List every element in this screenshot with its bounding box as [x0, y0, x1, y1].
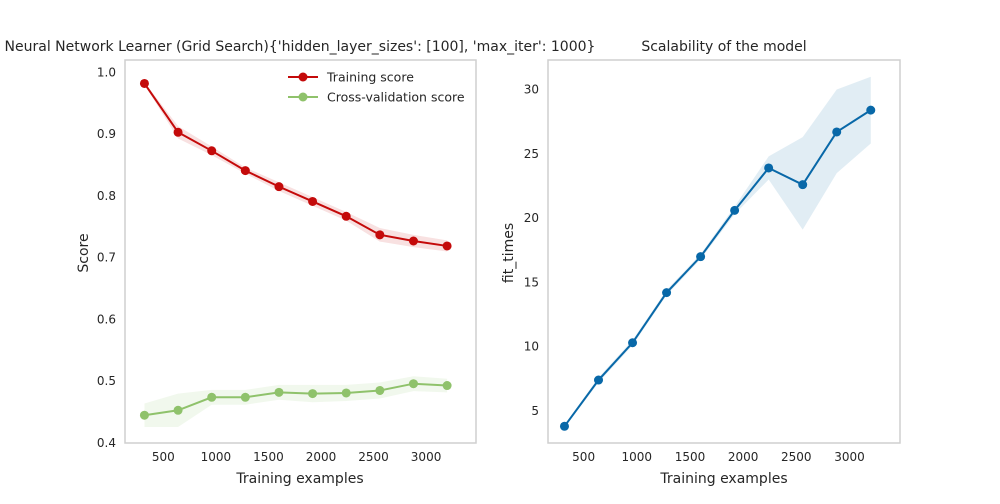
scalability-y-axis-label: fit_times: [501, 223, 517, 283]
learning-curve-points: [139, 78, 452, 420]
panel0-series1-point-5: [308, 389, 318, 399]
panel1-x-tick-label: 1500: [675, 450, 706, 464]
panel1-series0-point-2: [628, 338, 638, 348]
panel1-y-tick-label: 20: [524, 211, 539, 225]
learning-curve-x-axis-label: Training examples: [235, 471, 363, 487]
panel0-series0-point-0: [139, 78, 149, 88]
panel0-y-tick-label: 0.7: [97, 251, 116, 265]
panel0-series0-point-2: [207, 146, 217, 156]
learning-curve-lines: [143, 82, 448, 417]
legend-cv-marker: [298, 92, 308, 102]
learning-curve-y-ticks: 0.4 0.5 0.6 0.7 0.8 0.9 1.0: [97, 65, 116, 450]
panel0-x-tick-label: 3000: [411, 450, 442, 464]
learning-curve-bands: [144, 82, 448, 427]
panel1-y-tick-label: 10: [524, 340, 539, 354]
learning-curve-legend: Training score Cross-validation score: [288, 70, 465, 105]
panel0-x-tick-label: 500: [152, 450, 175, 464]
panel1-x-tick-label: 3000: [834, 450, 865, 464]
panel1-series0-band: [564, 76, 871, 428]
scalability-points: [559, 105, 876, 431]
panel0-series1-point-6: [341, 388, 351, 398]
panel0-y-tick-label: 0.9: [97, 127, 116, 141]
panel0-series1-point-1: [173, 405, 183, 415]
panel0-series0-point-7: [375, 230, 385, 240]
panel0-y-tick-label: 1.0: [97, 65, 116, 79]
panel1-series0-point-3: [662, 288, 672, 298]
panel0-series1-point-4: [274, 387, 284, 397]
panel0-series1-point-2: [207, 392, 217, 402]
scalability-x-ticks: 500 1000 1500 2000 2500 3000: [572, 450, 865, 464]
panel0-series1-point-9: [442, 381, 452, 391]
learning-curve-title: Neural Network Learner (Grid Search){'hi…: [5, 39, 596, 55]
panel1-series0-point-1: [594, 375, 604, 385]
panel0-y-tick-label: 0.5: [97, 374, 116, 388]
panel1-y-tick-label: 5: [531, 404, 539, 418]
panel0-series0-point-8: [408, 236, 418, 246]
panel0-series1-point-0: [139, 410, 149, 420]
panel1-x-tick-label: 500: [572, 450, 595, 464]
panel0-series0-point-6: [341, 211, 351, 221]
panel1-x-tick-label: 2000: [728, 450, 759, 464]
panel1-y-tick-label: 30: [524, 83, 539, 97]
panel0-y-tick-label: 0.8: [97, 189, 116, 203]
panel0-x-tick-label: 2000: [306, 450, 337, 464]
scalability-plot-area: [547, 59, 901, 444]
panel0-series0-point-4: [274, 182, 284, 192]
panel1-x-tick-label: 2500: [781, 450, 812, 464]
panel0-series1-point-8: [408, 379, 418, 389]
panel1-series0-point-0: [559, 421, 569, 431]
legend-cv-label: Cross-validation score: [327, 90, 465, 105]
scalability-bands: [564, 76, 871, 428]
panel1-series0-point-9: [866, 105, 876, 115]
panel1-series0-point-7: [798, 180, 808, 190]
scalability-y-ticks: 5 10 15 20 25 30: [524, 83, 539, 418]
panel1-series0-point-8: [832, 127, 842, 137]
panel1-series0-point-6: [764, 163, 774, 173]
panel0-series1-point-7: [375, 385, 385, 395]
panel0-y-tick-label: 0.6: [97, 312, 116, 326]
panel1-series0-line: [563, 109, 872, 427]
learning-curve-y-axis-label: Score: [76, 233, 92, 272]
scalability-lines: [563, 109, 872, 427]
panel0-series1-point-3: [240, 392, 250, 402]
scalability-x-axis-label: Training examples: [659, 471, 787, 487]
panel0-series0-point-5: [308, 196, 318, 206]
panel1-series0-point-5: [730, 205, 740, 215]
panel0-series0-point-9: [442, 241, 452, 251]
scalability-panel: Scalability of the model 500 1000 1500 2000…: [501, 39, 901, 487]
panel0-series0-point-1: [173, 127, 183, 137]
learning-curve-panel: Neural Network Learner (Grid Search){'hi…: [5, 39, 596, 487]
panel1-series0-point-4: [696, 252, 706, 262]
legend-training-marker: [298, 72, 308, 82]
scalability-title: Scalability of the model: [641, 39, 806, 55]
panel0-x-tick-label: 2500: [358, 450, 389, 464]
panel1-x-tick-label: 1000: [622, 450, 653, 464]
learning-curve-plot-area: [124, 59, 477, 444]
panel0-x-tick-label: 1000: [201, 450, 232, 464]
panel0-x-tick-label: 1500: [253, 450, 284, 464]
panel0-series1-line: [144, 382, 448, 417]
panel0-series0-point-3: [240, 166, 250, 176]
learning-curve-x-ticks: 500 1000 1500 2000 2500 3000: [152, 450, 441, 464]
panel0-series1-band: [144, 376, 448, 427]
panel1-y-tick-label: 25: [524, 147, 539, 161]
panel0-series0-line: [143, 82, 448, 247]
legend-training-label: Training score: [326, 70, 414, 85]
panel1-y-tick-label: 15: [524, 275, 539, 289]
panel0-y-tick-label: 0.4: [97, 436, 116, 450]
